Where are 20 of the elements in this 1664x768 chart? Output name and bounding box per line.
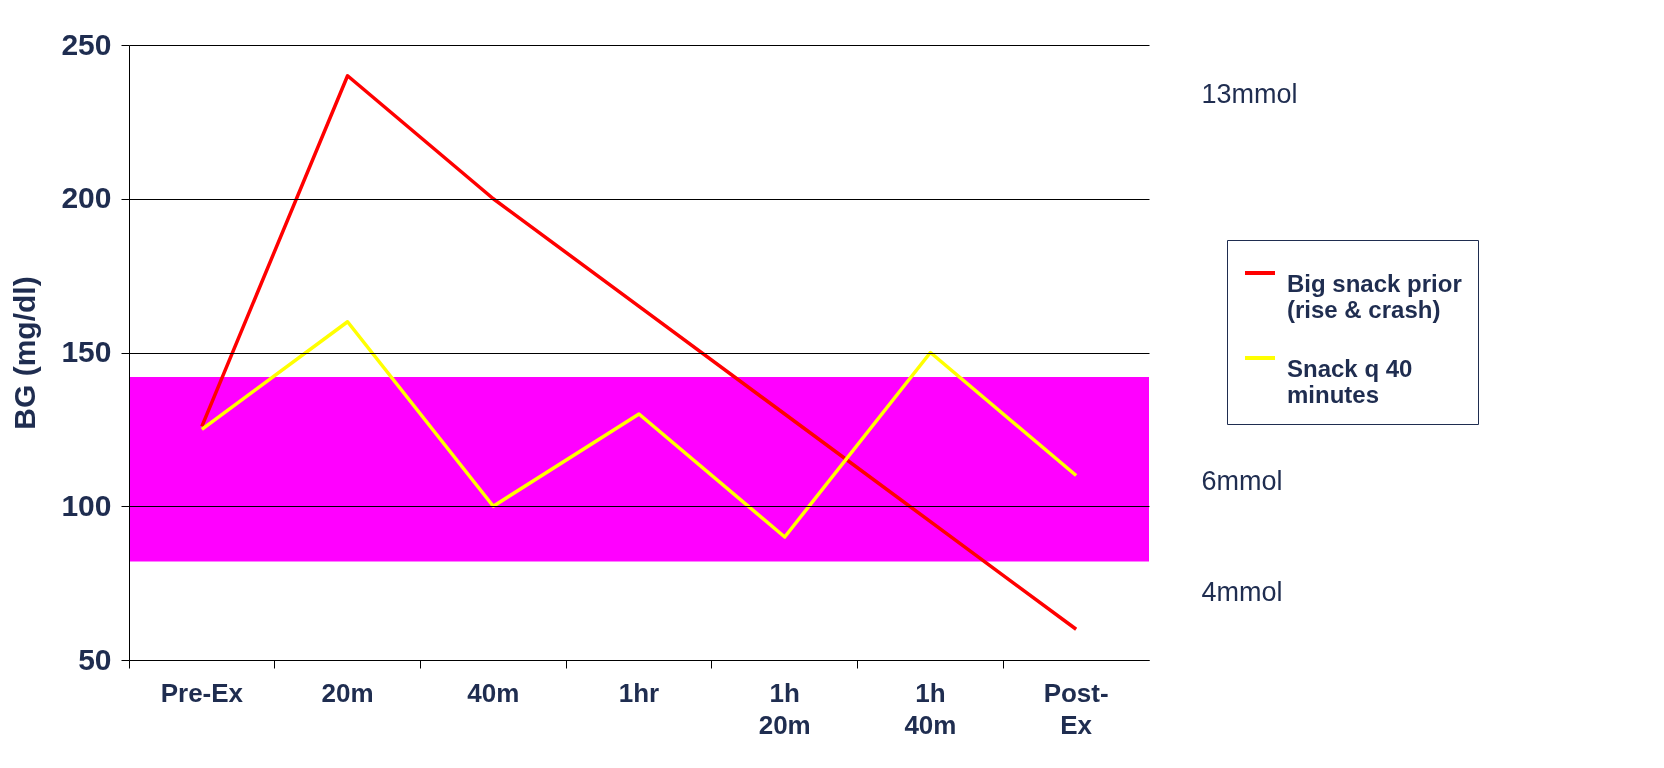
y2-tick-label: 13mmol xyxy=(1201,78,1298,109)
y-tick-label: 150 xyxy=(61,335,112,368)
y-tick-label: 200 xyxy=(61,181,112,215)
x-tick-label: 20m xyxy=(321,677,374,708)
y-tick-label: 50 xyxy=(78,642,112,676)
x-tick-label: 1h 40m xyxy=(904,677,957,740)
y-tick-label: 250 xyxy=(61,27,112,61)
x-tick-label: Post-Ex xyxy=(1043,677,1109,740)
x-tick-label: 1h 20m xyxy=(758,677,811,740)
y-tick-label: 100 xyxy=(61,488,112,522)
x-tick-label: 1hr xyxy=(618,677,660,708)
y2-tick-label: 4mmol xyxy=(1201,576,1283,607)
line-series xyxy=(200,320,1078,539)
x-tick-label: Pre-Ex xyxy=(160,677,244,708)
legend-label: Snack q 40 minutes xyxy=(1287,355,1413,408)
line-series xyxy=(200,74,1078,631)
y2-tick-label: 6mmol xyxy=(1201,466,1283,497)
legend-label: Big snack prior (rise & crash) xyxy=(1287,270,1462,323)
x-tick-label: 40m xyxy=(467,677,520,708)
y-axis-title: BG (mg/dl) xyxy=(8,276,42,430)
